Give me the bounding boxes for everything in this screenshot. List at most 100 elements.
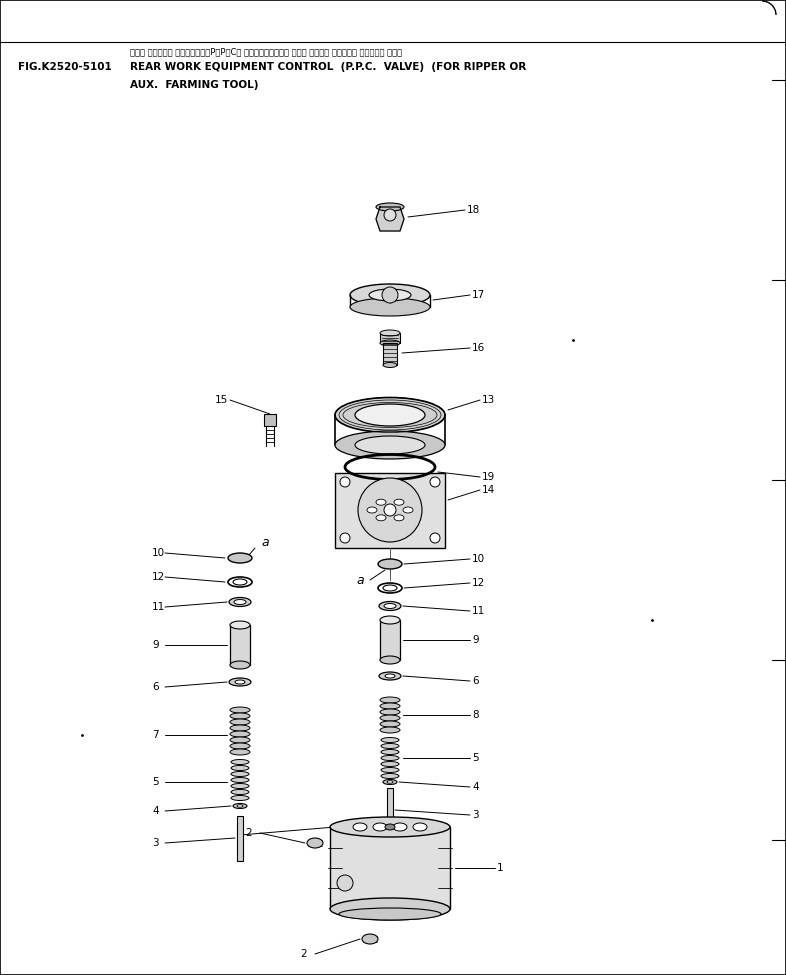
Text: 2: 2 — [245, 828, 252, 838]
Text: 19: 19 — [482, 472, 495, 482]
Ellipse shape — [231, 777, 249, 783]
Ellipse shape — [380, 330, 400, 336]
Ellipse shape — [380, 616, 400, 624]
Ellipse shape — [230, 621, 250, 629]
Ellipse shape — [380, 727, 400, 733]
Ellipse shape — [350, 284, 430, 306]
Ellipse shape — [381, 756, 399, 760]
Ellipse shape — [231, 796, 249, 800]
Ellipse shape — [381, 744, 399, 749]
Ellipse shape — [362, 934, 378, 944]
Ellipse shape — [384, 604, 396, 608]
Ellipse shape — [335, 431, 445, 459]
Circle shape — [337, 875, 353, 891]
Ellipse shape — [235, 680, 245, 684]
Ellipse shape — [379, 602, 401, 610]
Ellipse shape — [307, 838, 323, 848]
Ellipse shape — [230, 749, 250, 755]
Text: 5: 5 — [472, 753, 479, 763]
Circle shape — [384, 209, 396, 221]
Text: a: a — [356, 573, 364, 587]
Text: 10: 10 — [152, 548, 165, 558]
Ellipse shape — [230, 731, 250, 737]
Ellipse shape — [380, 721, 400, 727]
Ellipse shape — [385, 824, 395, 830]
Ellipse shape — [380, 715, 400, 721]
Ellipse shape — [350, 298, 430, 316]
Ellipse shape — [230, 743, 250, 749]
Text: REAR WORK EQUIPMENT CONTROL  (P.P.C.  VALVE)  (FOR RIPPER OR: REAR WORK EQUIPMENT CONTROL (P.P.C. VALV… — [130, 62, 527, 72]
Ellipse shape — [231, 765, 249, 770]
Text: 9: 9 — [152, 640, 159, 650]
Ellipse shape — [228, 553, 252, 563]
Text: 6: 6 — [152, 682, 159, 692]
Bar — [383, 343, 397, 365]
Ellipse shape — [413, 823, 427, 831]
Ellipse shape — [380, 697, 400, 703]
Text: 8: 8 — [472, 710, 479, 720]
Circle shape — [430, 477, 440, 487]
Text: 3: 3 — [472, 810, 479, 820]
Ellipse shape — [380, 709, 400, 715]
Text: 16: 16 — [472, 343, 485, 353]
Text: 5: 5 — [152, 777, 159, 787]
Circle shape — [340, 477, 350, 487]
Ellipse shape — [230, 725, 250, 731]
Ellipse shape — [378, 559, 402, 569]
Text: a: a — [261, 536, 269, 550]
Ellipse shape — [339, 908, 441, 920]
Text: 6: 6 — [472, 676, 479, 686]
Ellipse shape — [381, 773, 399, 778]
Ellipse shape — [230, 661, 250, 669]
Text: 1: 1 — [497, 863, 504, 873]
Text: 4: 4 — [152, 806, 159, 816]
Ellipse shape — [380, 703, 400, 709]
Ellipse shape — [231, 771, 249, 776]
Ellipse shape — [381, 761, 399, 766]
Ellipse shape — [380, 340, 400, 346]
Ellipse shape — [394, 499, 404, 505]
Ellipse shape — [230, 713, 250, 719]
Ellipse shape — [379, 672, 401, 680]
Text: 18: 18 — [467, 205, 480, 215]
Ellipse shape — [231, 760, 249, 764]
Ellipse shape — [330, 817, 450, 837]
Text: リヤー サギヨウキ コントロール（P．P．C． バルブ）（リッパー マタハ ノウコウ サギヨウキ ソウチャク ヨウ）: リヤー サギヨウキ コントロール（P．P．C． バルブ）（リッパー マタハ ノウ… — [130, 48, 402, 57]
Ellipse shape — [373, 823, 387, 831]
Bar — [387, 788, 393, 833]
Ellipse shape — [394, 515, 404, 521]
Circle shape — [340, 533, 350, 543]
Ellipse shape — [367, 507, 377, 513]
Ellipse shape — [385, 674, 395, 678]
Circle shape — [430, 533, 440, 543]
Ellipse shape — [231, 784, 249, 789]
Text: 3: 3 — [152, 838, 159, 848]
Bar — [380, 620, 400, 660]
Bar — [230, 625, 250, 665]
Bar — [335, 473, 445, 548]
Text: 12: 12 — [152, 572, 165, 582]
Ellipse shape — [376, 203, 404, 211]
Ellipse shape — [383, 779, 397, 785]
Text: 14: 14 — [482, 485, 495, 495]
Ellipse shape — [330, 898, 450, 920]
Ellipse shape — [230, 737, 250, 743]
Text: 17: 17 — [472, 290, 485, 300]
Ellipse shape — [383, 363, 397, 368]
Ellipse shape — [229, 598, 251, 606]
Ellipse shape — [335, 398, 445, 433]
Ellipse shape — [387, 781, 393, 783]
Ellipse shape — [237, 804, 243, 807]
Ellipse shape — [381, 737, 399, 743]
Ellipse shape — [229, 678, 251, 686]
Text: 10: 10 — [472, 554, 485, 564]
Ellipse shape — [353, 823, 367, 831]
Ellipse shape — [376, 515, 386, 521]
Text: 11: 11 — [152, 602, 165, 612]
Ellipse shape — [233, 803, 247, 808]
Text: 15: 15 — [215, 395, 228, 405]
Circle shape — [384, 504, 396, 516]
Text: AUX.  FARMING TOOL): AUX. FARMING TOOL) — [130, 80, 259, 90]
Text: 4: 4 — [472, 782, 479, 792]
Circle shape — [358, 478, 422, 542]
